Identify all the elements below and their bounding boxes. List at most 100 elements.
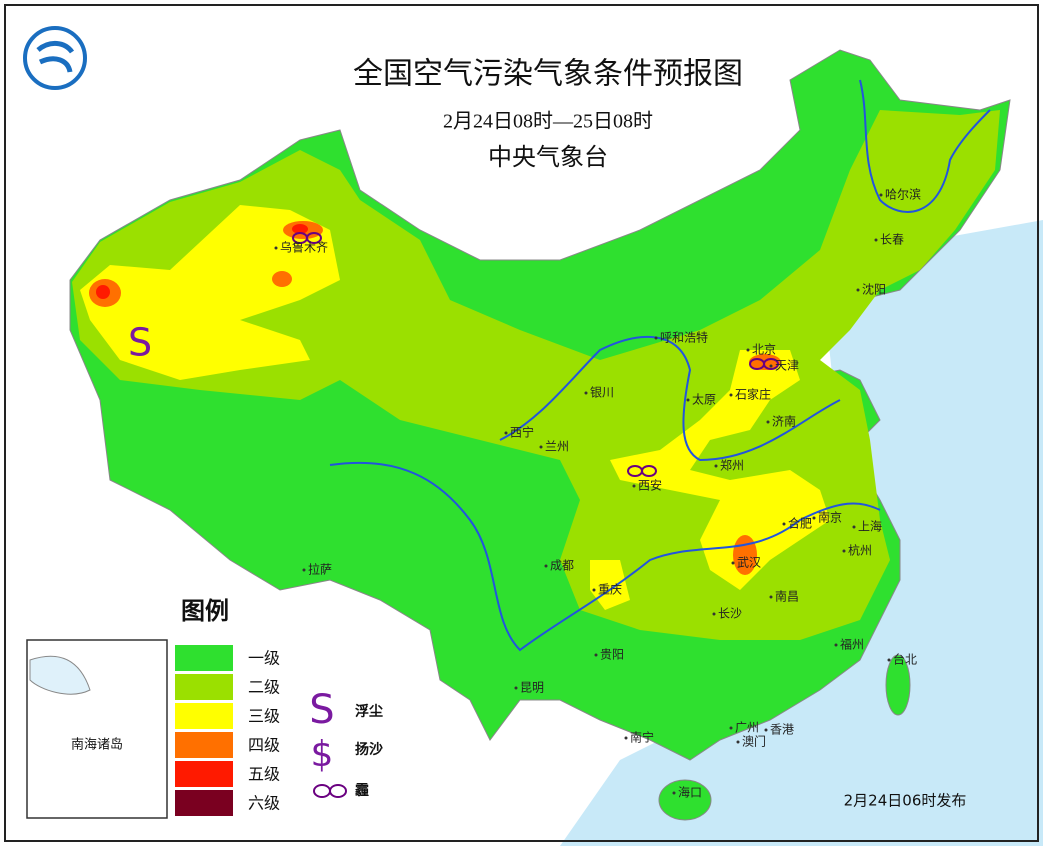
city-label: 西安 xyxy=(638,478,662,493)
city-label: 贵阳 xyxy=(600,648,624,662)
city-dot xyxy=(514,686,518,690)
city-dot xyxy=(654,336,658,340)
legend-label: 二级 xyxy=(248,678,280,697)
legend-symbol: $ xyxy=(311,734,334,775)
city-dot xyxy=(842,549,846,553)
river xyxy=(499,335,841,462)
city-label: 南昌 xyxy=(775,589,799,604)
city-dot xyxy=(766,420,770,424)
city-label: 合肥 xyxy=(788,516,812,531)
city-label: 成都 xyxy=(550,559,574,573)
city-label: 天津 xyxy=(775,359,799,373)
city-dot xyxy=(544,564,548,568)
city-label: 澳门 xyxy=(742,734,766,749)
city-label: 海口 xyxy=(678,785,702,800)
legend-swatch xyxy=(175,645,233,671)
city-label: 北京 xyxy=(752,343,776,357)
city-dot xyxy=(274,246,278,250)
title: 全国空气污染气象条件预报图 xyxy=(353,57,743,92)
city-dot xyxy=(731,561,735,565)
dust-symbol-on-map: S xyxy=(128,321,152,365)
city-dot xyxy=(632,484,636,488)
period: 2月24日08时—25日08时 xyxy=(443,110,653,133)
city-dot xyxy=(874,238,878,242)
city-dot xyxy=(712,612,716,616)
city-dot xyxy=(887,658,891,662)
city-label: 台北 xyxy=(893,652,917,667)
region-level-5 xyxy=(96,285,110,299)
haze-symbol xyxy=(313,784,347,798)
city-dot xyxy=(834,643,838,647)
legend-symbol-label: 浮尘 xyxy=(355,703,383,720)
legend-swatch xyxy=(175,732,233,758)
city-dot xyxy=(879,193,883,197)
city-dot xyxy=(764,728,768,732)
city-dot xyxy=(769,595,773,599)
city-label: 广州 xyxy=(735,721,759,735)
legend-swatch xyxy=(175,674,233,700)
region-level-1 xyxy=(658,779,712,821)
city-label: 福州 xyxy=(840,637,864,652)
region-level-1 xyxy=(885,654,911,716)
region-level-5 xyxy=(292,224,308,234)
city-dot xyxy=(782,522,786,526)
city-label: 兰州 xyxy=(545,440,569,454)
city-label: 银川 xyxy=(590,386,614,400)
legend-title: 图例 xyxy=(181,597,229,625)
city-label: 南宁 xyxy=(630,730,654,745)
legend-label: 六级 xyxy=(248,794,280,813)
sea xyxy=(560,220,1043,846)
legend-label: 三级 xyxy=(248,707,280,726)
city-label: 拉萨 xyxy=(308,562,332,577)
logo-mark xyxy=(36,41,75,73)
city-label: 石家庄 xyxy=(735,387,771,402)
city-dot xyxy=(624,736,628,740)
agency: 中央气象台 xyxy=(488,143,608,171)
city-dot xyxy=(504,431,508,435)
city-dot xyxy=(729,726,733,730)
city-label: 呼和浩特 xyxy=(660,330,708,345)
region-level-4 xyxy=(272,271,292,287)
river xyxy=(859,79,991,213)
legend-swatch xyxy=(175,703,233,729)
inset-label: 南海诸岛 xyxy=(71,737,123,753)
haze-symbol xyxy=(292,232,779,477)
legend-swatch xyxy=(175,790,233,816)
city-label: 郑州 xyxy=(720,458,744,473)
city-dot xyxy=(539,445,543,449)
region-level-3 xyxy=(610,350,830,590)
city-dot xyxy=(812,516,816,520)
city-label: 上海 xyxy=(858,519,882,534)
river xyxy=(329,461,881,652)
city-dot xyxy=(584,391,588,395)
city-label: 武汉 xyxy=(737,556,761,570)
city-label: 哈尔滨 xyxy=(885,187,921,202)
legend-label: 四级 xyxy=(248,736,280,755)
city-dot xyxy=(736,740,740,744)
city-dot xyxy=(714,464,718,468)
city-label: 长沙 xyxy=(718,607,742,621)
city-dot xyxy=(672,791,676,795)
city-dot xyxy=(856,288,860,292)
issued: 2月24日06时发布 xyxy=(844,792,967,810)
city-label: 沈阳 xyxy=(862,282,886,297)
city-label: 乌鲁木齐 xyxy=(280,240,328,255)
city-label: 太原 xyxy=(692,392,716,407)
legend-label: 一级 xyxy=(248,649,280,668)
city-dot xyxy=(852,525,856,529)
legend-swatch xyxy=(175,761,233,787)
city-label: 香港 xyxy=(770,723,794,737)
legend-symbol: S xyxy=(309,687,334,733)
city-dot xyxy=(594,653,598,657)
city-dot xyxy=(302,568,306,572)
city-dot xyxy=(686,398,690,402)
city-dot xyxy=(729,393,733,397)
legend-symbol-label: 扬沙 xyxy=(355,741,383,758)
legend-symbol-label: 霾 xyxy=(355,783,369,799)
city-label: 重庆 xyxy=(598,583,622,597)
city-label: 杭州 xyxy=(848,543,872,558)
city-label: 昆明 xyxy=(520,681,544,695)
